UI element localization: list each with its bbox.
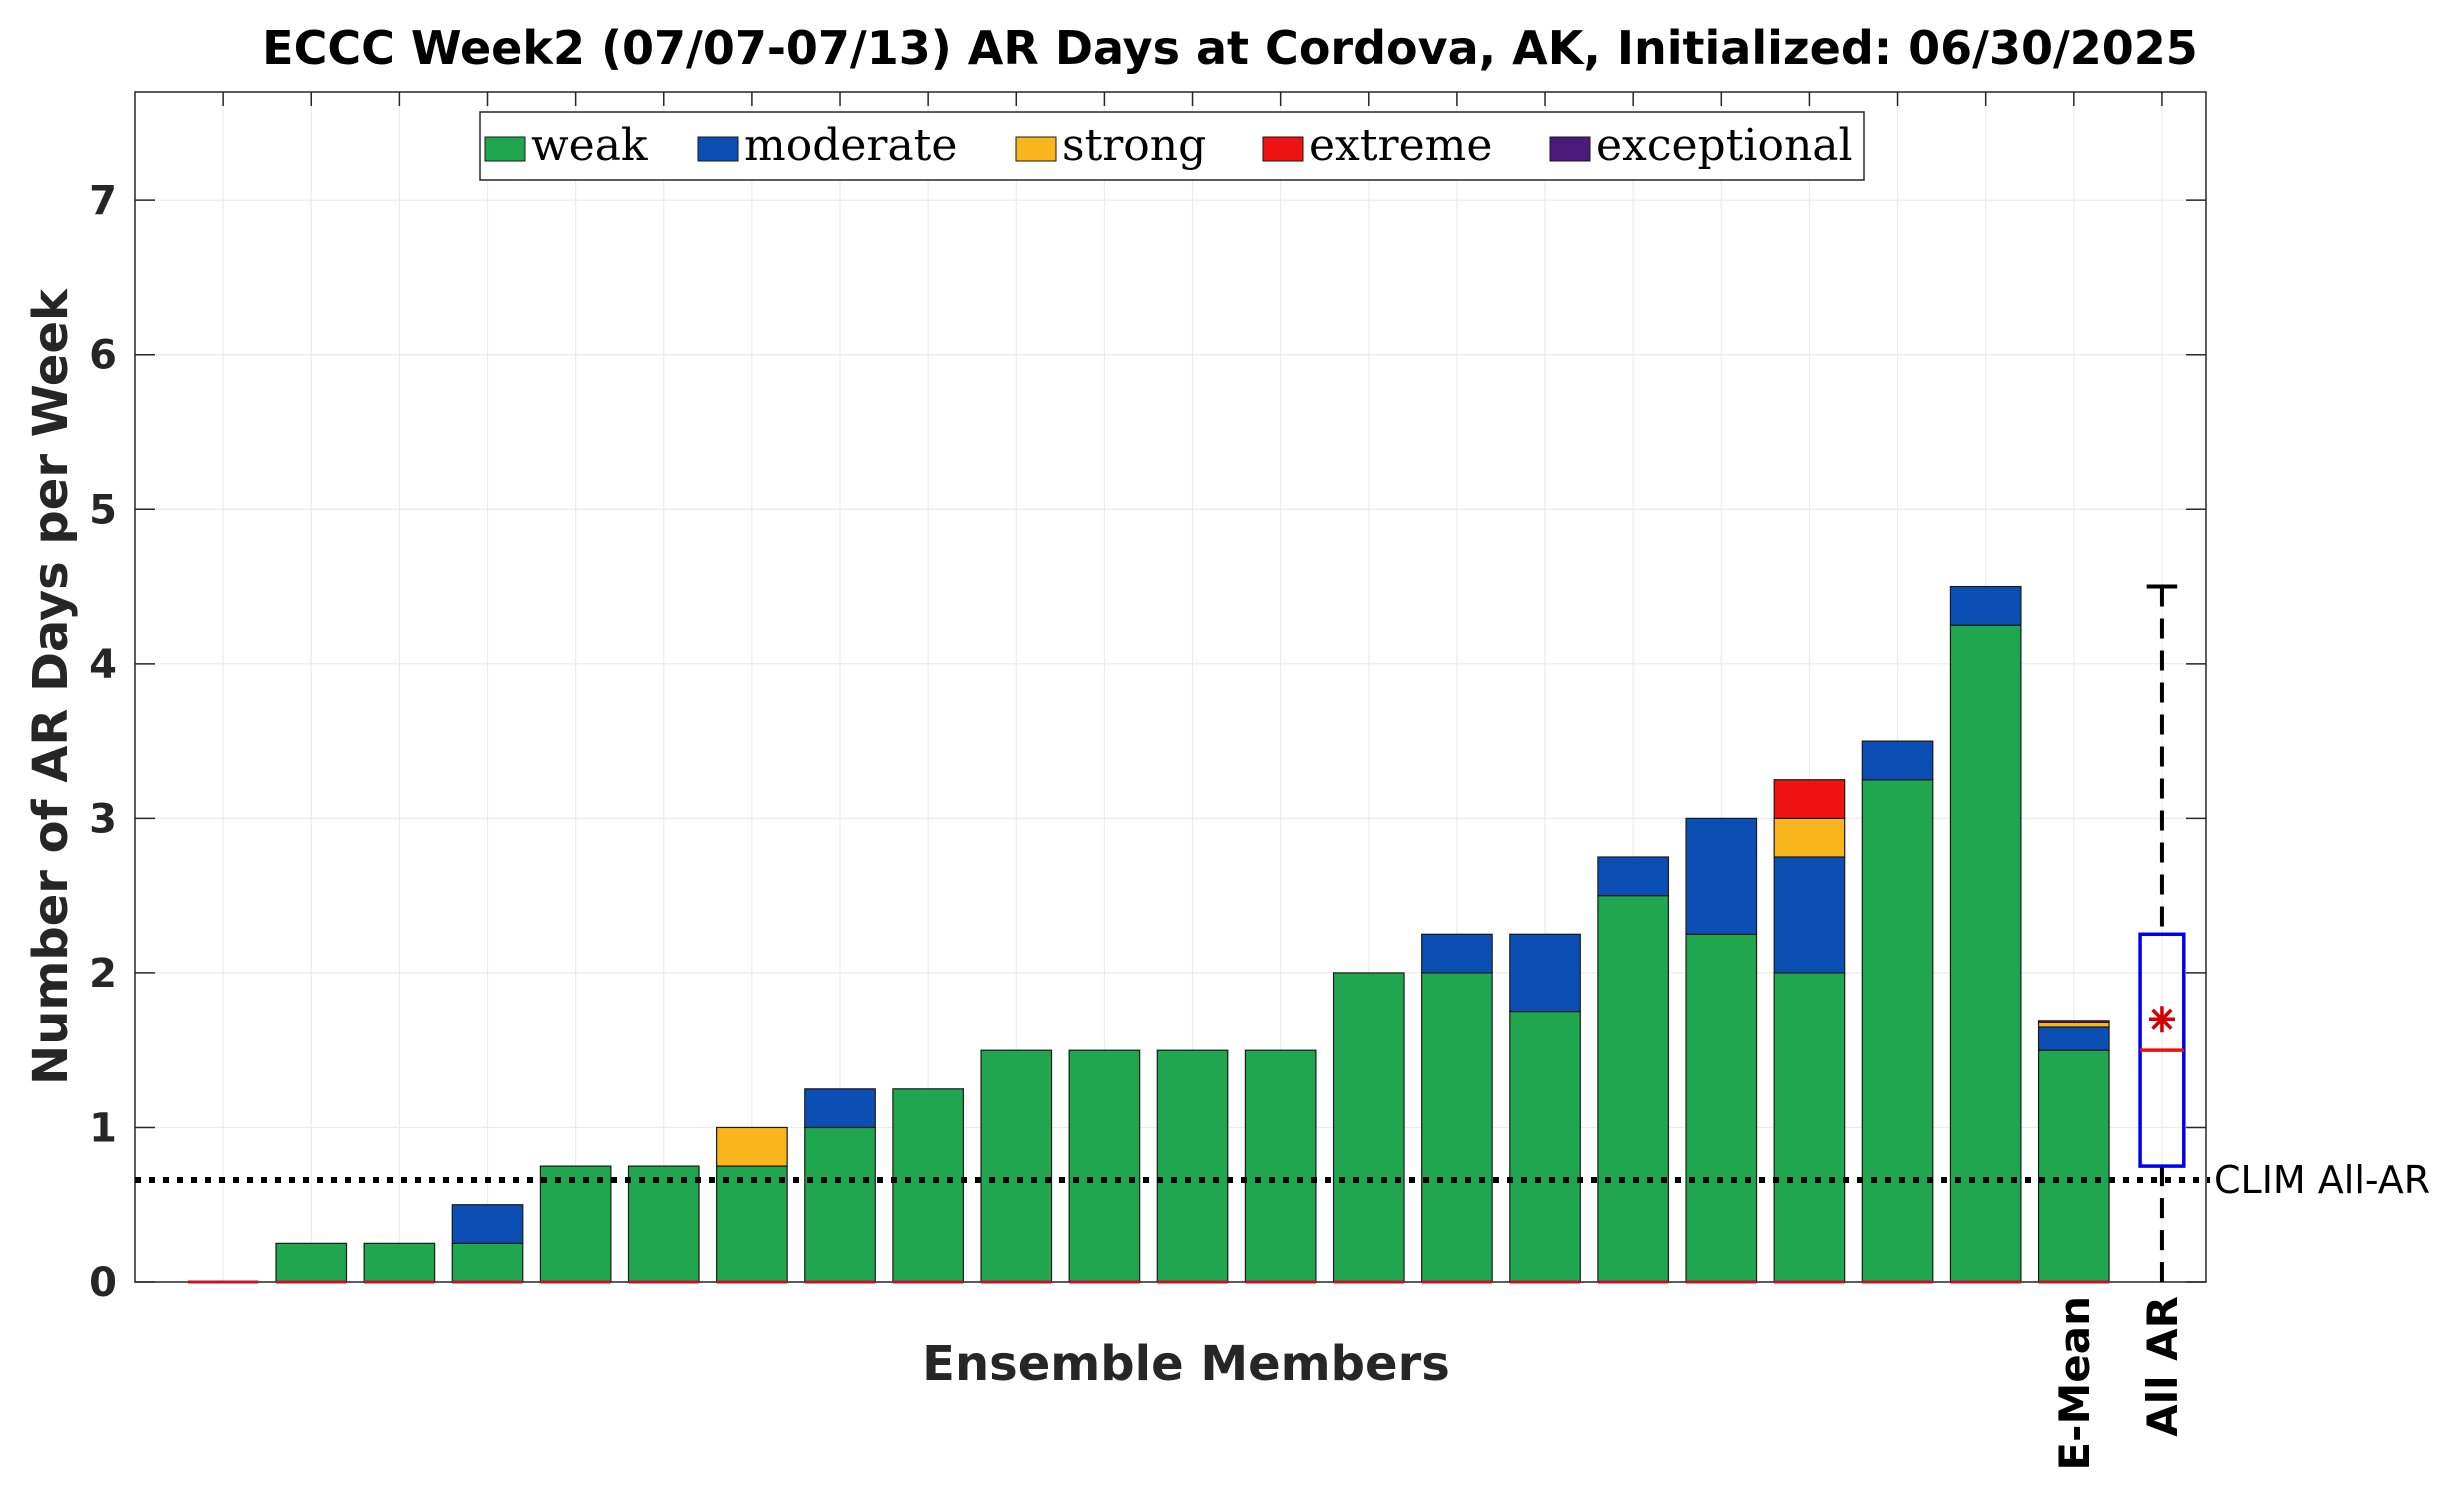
legend-swatch-extreme xyxy=(1262,136,1304,162)
legend-swatch-weak xyxy=(484,136,526,162)
clim-line-group: CLIM All-AR xyxy=(135,1158,2430,1202)
bar-segment-extreme xyxy=(1773,779,1846,819)
bar-segment-moderate xyxy=(1509,933,1581,1013)
legend-label-weak: weak xyxy=(531,120,648,171)
bars-group xyxy=(187,585,2110,1284)
mean-marker-stroke xyxy=(2151,1008,2173,1030)
bar-segment-strong xyxy=(1773,817,1846,858)
y-tick-label: 2 xyxy=(89,951,117,997)
legend: weak moderate strong extreme exceptional xyxy=(479,111,1865,181)
bar-segment-weak xyxy=(2037,1049,2110,1283)
mean-marker xyxy=(2148,1006,2175,1033)
y-axis: 0 1 2 3 4 5 6 7 xyxy=(89,92,2206,1306)
legend-swatch-moderate xyxy=(697,136,739,162)
y-tick-label: 1 xyxy=(89,1105,117,1151)
y-tick-label: 4 xyxy=(89,642,117,688)
y-tick-label: 3 xyxy=(89,796,117,842)
y-tick-label: 7 xyxy=(89,178,117,224)
bar-segment-moderate xyxy=(1949,585,2022,626)
x-category-label: E-Mean xyxy=(2050,1296,2099,1471)
y-tick-label: 6 xyxy=(89,333,117,379)
all-ar-boxplot xyxy=(2138,584,2186,1282)
bar-segment-weak xyxy=(892,1088,965,1283)
bar-segment-weak xyxy=(980,1049,1053,1283)
legend-label-strong: strong xyxy=(1062,120,1206,171)
bar-segment-weak xyxy=(1509,1010,1581,1283)
bar-segment-weak xyxy=(1332,972,1405,1283)
bar-segment-weak xyxy=(1861,779,1934,1283)
legend-label-moderate: moderate xyxy=(744,120,957,171)
bar-segment-weak xyxy=(1773,972,1846,1283)
bar-segment-moderate xyxy=(1861,740,1934,781)
bar-segment-moderate xyxy=(2037,1026,2110,1051)
y-tick-label: 0 xyxy=(89,1260,117,1306)
bar-segment-moderate xyxy=(1597,856,1670,897)
bar-segment-moderate xyxy=(451,1204,524,1244)
legend-label-extreme: extreme xyxy=(1309,120,1492,171)
bar-segment-extreme xyxy=(2037,1020,2110,1023)
legend-label-exceptional: exceptional xyxy=(1596,120,1853,171)
x-axis-label: Ensemble Members xyxy=(922,1336,1450,1392)
bar-segment-moderate xyxy=(804,1088,876,1129)
bar-segment-strong xyxy=(2037,1021,2110,1028)
bar-segment-weak xyxy=(627,1165,700,1283)
bar-segment-weak xyxy=(1949,624,2022,1283)
bar-segment-moderate xyxy=(1685,817,1758,935)
bar-segment-strong xyxy=(716,1126,788,1167)
bar-segment-weak xyxy=(1068,1049,1141,1283)
bar-segment-weak xyxy=(1421,972,1493,1283)
bar-segment-moderate xyxy=(1421,933,1493,974)
bar-segment-weak xyxy=(539,1165,612,1283)
legend-swatch-exceptional xyxy=(1549,136,1591,162)
y-tick-label: 5 xyxy=(89,487,117,533)
bar-segment-weak xyxy=(275,1242,348,1283)
bar-segment-moderate xyxy=(1773,856,1846,974)
bar-segment-weak xyxy=(451,1242,524,1283)
bar-segment-weak xyxy=(1244,1049,1317,1283)
chart-title: ECCC Week2 (07/07-07/13) AR Days at Cord… xyxy=(262,21,2198,75)
x-category-label: All AR xyxy=(2138,1296,2187,1437)
bar-segment-weak xyxy=(1156,1049,1229,1283)
legend-swatch-strong xyxy=(1015,136,1057,162)
y-axis-label: Number of AR Days per Week xyxy=(23,288,79,1085)
bar-segment-weak xyxy=(716,1165,788,1283)
x-category-labels: E-Mean All AR xyxy=(2050,1296,2187,1471)
bar-segment-weak xyxy=(363,1242,436,1283)
bar-segment-weak xyxy=(1685,933,1758,1283)
bar-segment-weak xyxy=(1597,895,1670,1283)
clim-label: CLIM All-AR xyxy=(2214,1158,2430,1202)
bar-segment-weak xyxy=(804,1126,876,1283)
